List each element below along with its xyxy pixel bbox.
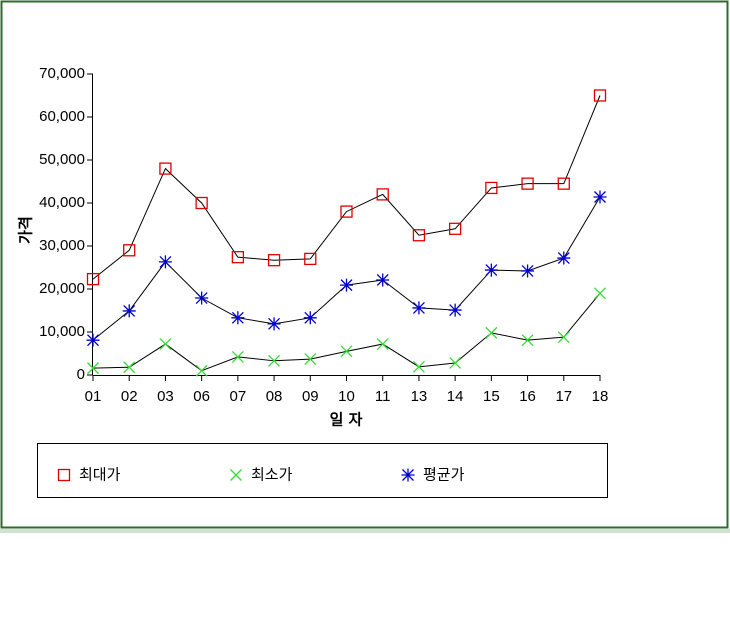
y-tick-label: 50,000 bbox=[39, 151, 85, 168]
data-point bbox=[159, 338, 172, 350]
x-tick-label: 14 bbox=[447, 388, 464, 405]
chart-frame bbox=[0, 0, 729, 529]
data-point bbox=[557, 177, 570, 190]
data-point bbox=[376, 338, 389, 350]
data-point bbox=[449, 357, 462, 369]
data-point bbox=[231, 251, 245, 264]
data-point bbox=[340, 345, 353, 358]
data-point bbox=[122, 304, 136, 318]
y-tick-label: 30,000 bbox=[39, 237, 85, 254]
data-point bbox=[195, 196, 208, 210]
y-tick-label: 40,000 bbox=[39, 194, 85, 211]
x-tick-label: 16 bbox=[519, 388, 536, 405]
data-point bbox=[267, 317, 281, 331]
data-point bbox=[195, 291, 209, 305]
x-tick-label: 03 bbox=[157, 388, 174, 405]
data-point bbox=[412, 229, 426, 242]
legend-label: 최소가 bbox=[251, 466, 293, 484]
data-point bbox=[521, 177, 534, 190]
x-tick-label: 13 bbox=[411, 388, 428, 405]
data-point bbox=[340, 205, 353, 218]
data-point bbox=[521, 334, 534, 347]
data-point bbox=[412, 301, 426, 315]
data-point bbox=[485, 326, 498, 339]
x-tick-label: 18 bbox=[592, 388, 609, 405]
data-point bbox=[594, 287, 606, 300]
x-axis-label: 일 자 bbox=[330, 411, 363, 429]
legend-label: 최대가 bbox=[79, 466, 121, 484]
data-point bbox=[485, 181, 498, 195]
x-tick-label: 02 bbox=[121, 388, 138, 405]
y-tick-label: 10,000 bbox=[39, 323, 85, 340]
data-point bbox=[158, 255, 172, 269]
data-point bbox=[86, 272, 100, 286]
x-tick-label: 15 bbox=[483, 388, 500, 405]
y-tick-label: 60,000 bbox=[39, 108, 85, 125]
data-point bbox=[304, 252, 317, 266]
y-tick-label: 0 bbox=[77, 366, 85, 383]
data-point bbox=[304, 353, 317, 366]
data-point bbox=[557, 251, 571, 265]
x-tick-label: 11 bbox=[375, 388, 391, 405]
data-point bbox=[123, 244, 136, 257]
data-point bbox=[376, 273, 390, 287]
data-point bbox=[86, 333, 100, 347]
data-point bbox=[557, 331, 570, 344]
x-tick-label: 10 bbox=[338, 388, 355, 405]
data-point bbox=[231, 350, 244, 363]
data-point bbox=[521, 264, 535, 278]
data-point bbox=[484, 263, 498, 277]
data-point bbox=[448, 303, 462, 317]
y-axis-label: 가격 bbox=[17, 216, 35, 244]
legend-marker bbox=[401, 468, 415, 482]
x-tick-label: 07 bbox=[230, 388, 247, 405]
legend-label: 평균가 bbox=[423, 466, 465, 484]
data-point bbox=[123, 361, 136, 374]
data-point bbox=[448, 222, 462, 235]
legend-marker bbox=[230, 469, 242, 481]
y-tick-label: 20,000 bbox=[39, 280, 85, 297]
data-point bbox=[87, 362, 99, 375]
x-tick-label: 06 bbox=[193, 388, 210, 405]
x-tick-label: 08 bbox=[266, 388, 283, 405]
data-point bbox=[376, 188, 389, 201]
x-tick-label: 09 bbox=[302, 388, 319, 405]
x-tick-label: 17 bbox=[555, 388, 572, 405]
data-point bbox=[593, 190, 607, 204]
series-line bbox=[92, 95, 601, 280]
frame-shadow bbox=[0, 529, 730, 533]
data-point bbox=[412, 360, 425, 373]
legend-box bbox=[37, 443, 608, 498]
data-point bbox=[195, 364, 208, 377]
legend-marker bbox=[57, 468, 71, 482]
x-tick-label: 01 bbox=[85, 388, 102, 405]
data-point bbox=[159, 162, 172, 175]
data-point bbox=[268, 354, 281, 367]
data-point bbox=[231, 311, 245, 325]
y-tick-label: 70,000 bbox=[39, 65, 85, 82]
data-point bbox=[303, 311, 317, 325]
data-point bbox=[593, 89, 607, 102]
data-point bbox=[267, 254, 281, 267]
data-point bbox=[340, 278, 353, 292]
